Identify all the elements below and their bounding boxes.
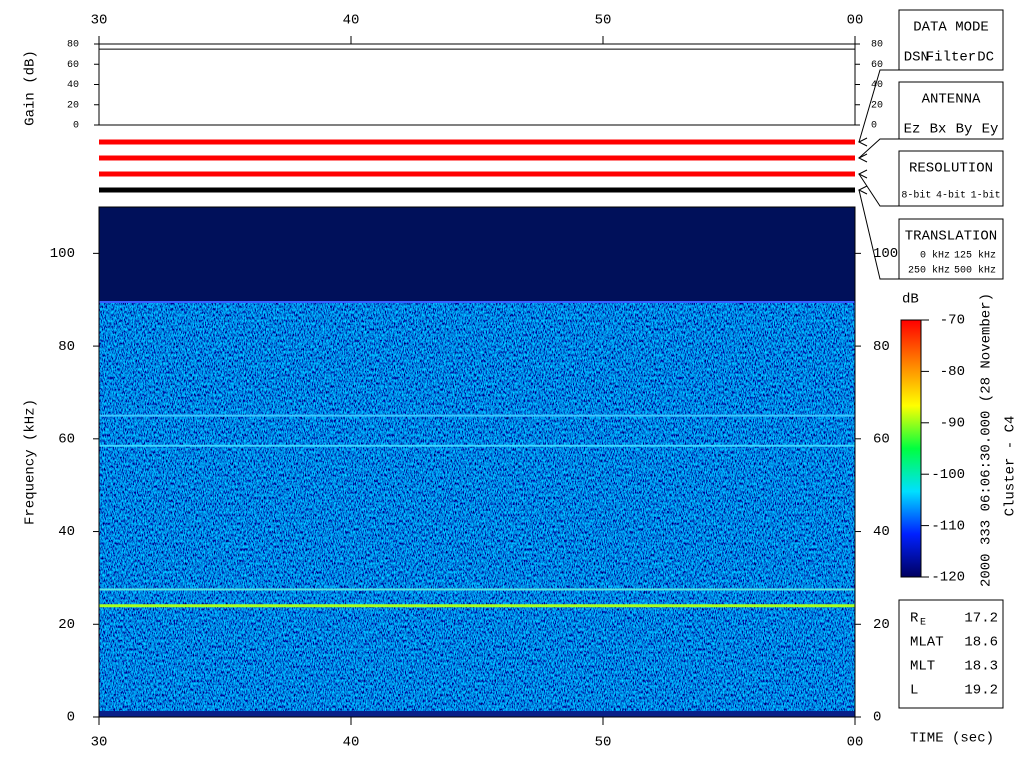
connector [858,138,899,159]
legend-item: 125 kHz [954,250,996,262]
connector-arrow [857,137,868,147]
connector [858,69,899,143]
spectrogram-quiet-band [99,207,855,303]
legend-item: 500 kHz [954,265,996,277]
legend-item: DSN [904,50,929,66]
y-tick-label-right: 60 [873,432,890,448]
gain-tick-label-right: 40 [871,80,883,91]
x-tick-label: 50 [595,735,612,751]
ephemeris-box [898,599,1004,709]
mode-bar [99,155,855,161]
connector-arrow [857,169,868,179]
ephemeris-value: 18.6 [964,635,998,651]
colorbar [900,319,922,578]
colorbar-tick-label: -90 [940,416,965,432]
connector [858,173,899,207]
plot-frame [98,206,856,718]
x-tick-label-top: 50 [595,13,612,29]
connector-arrow [857,185,868,195]
y-tick-label: 80 [58,339,75,355]
ephemeris-label: L [910,683,918,699]
legend-item: By [956,122,973,138]
ephemeris-label: R [910,611,919,627]
x-axis-label: TIME (sec) [910,731,994,747]
legend-item: DC [977,50,994,66]
legend-title: TRANSLATION [905,229,997,245]
ephemeris-value: 19.2 [964,683,998,699]
colorbar-tick-label: -120 [931,570,965,586]
mode-bar [99,139,855,145]
legend-item: 250 kHz [908,265,950,277]
ephemeris-label: MLAT [910,635,944,651]
ephemeris-value: 18.3 [964,659,998,675]
legend-box [898,218,1004,280]
x-tick-label-top: 30 [91,13,108,29]
gain-tick-label-right: 60 [871,60,883,71]
gain-axis-label: Gain (dB) [23,50,39,126]
y-tick-label-right: 100 [873,246,898,262]
legend-item: 0 kHz [920,250,950,262]
spectrogram-noise [99,302,855,711]
y-tick-label: 60 [58,432,75,448]
mode-bar [99,171,855,177]
y-tick-label: 20 [58,617,75,633]
ephemeris-label-sub: E [920,618,926,629]
y-tick-label-right: 80 [873,339,890,355]
legend-title: DATA MODE [913,20,989,36]
x-tick-label-top: 00 [847,13,864,29]
gain-tick-label: 40 [67,80,79,91]
legend-box [898,9,1004,71]
gain-tick-label: 80 [67,40,79,51]
ephemeris-label: MLT [910,659,935,675]
connector-arrow [857,153,868,163]
gain-frame [98,43,856,126]
side-title: 2000 333 06:06:30.000 (28 November) [979,293,995,587]
legend-box [898,81,1004,140]
y-tick-label-right: 0 [873,710,881,726]
colorbar-label: dB [902,292,919,308]
legend-item: 1-bit [971,190,1001,202]
gain-tick-label: 60 [67,60,79,71]
y-tick-label: 0 [67,710,75,726]
colorbar-tick-label: -70 [940,313,965,329]
x-tick-label: 00 [847,735,864,751]
gain-tick-label-right: 0 [871,121,877,132]
legend-item: Bx [930,122,947,138]
colorbar-tick-label: -110 [931,518,965,534]
gain-tick-label: 0 [73,121,79,132]
gain-tick-label-right: 80 [871,40,883,51]
y-axis-label: Frequency (kHz) [23,399,39,525]
x-tick-label: 30 [91,735,108,751]
ephemeris-value: 17.2 [964,611,998,627]
y-tick-label-right: 40 [873,524,890,540]
legend-item: 4-bit [936,190,966,202]
y-tick-label: 40 [58,524,75,540]
legend-title: RESOLUTION [909,161,993,177]
legend-item: Ey [982,122,999,138]
x-tick-label-top: 40 [343,13,360,29]
mode-bar [99,187,855,193]
gain-tick-label-right: 20 [871,100,883,111]
legend-title: ANTENNA [922,92,981,108]
colorbar-tick-label: -100 [931,467,965,483]
legend-box [898,150,1004,207]
legend-item: 8-bit [901,190,931,202]
y-tick-label: 100 [50,246,75,262]
x-tick-label: 40 [343,735,360,751]
connector [858,189,899,280]
legend-item: Ez [904,122,921,138]
legend-item: Filter [926,50,976,66]
spacecraft-label: Cluster - C4 [1003,416,1019,517]
gain-tick-label: 20 [67,100,79,111]
y-tick-label-right: 20 [873,617,890,633]
colorbar-tick-label: -80 [940,364,965,380]
